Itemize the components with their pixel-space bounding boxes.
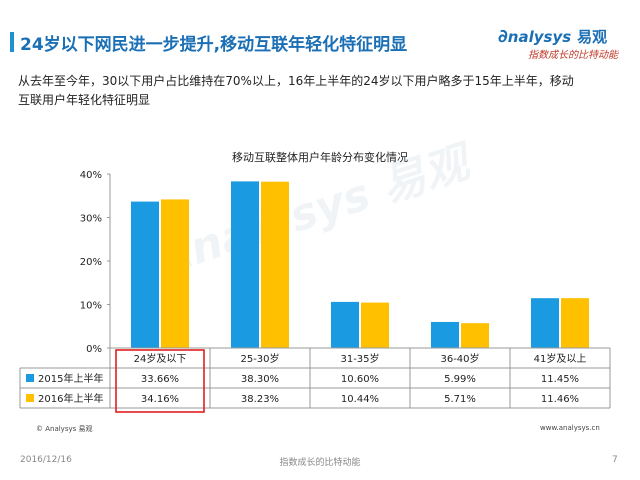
bar-2015 xyxy=(231,181,259,348)
bar-2015 xyxy=(431,321,459,348)
bar-2016 xyxy=(361,302,389,348)
y-tick-label: 10% xyxy=(80,301,102,312)
highlight-box xyxy=(115,349,205,413)
legend-label: 2016年上半年 xyxy=(38,392,103,405)
data-label: 34.16% xyxy=(141,394,179,405)
data-label: 33.66% xyxy=(141,374,179,385)
y-tick-label: 0% xyxy=(86,344,102,355)
bar-2016 xyxy=(261,181,289,348)
bar-2016 xyxy=(461,323,489,348)
page-number: 7 xyxy=(612,455,618,465)
x-tick-label: 36-40岁 xyxy=(440,352,479,365)
footer-date: 2016/12/16 xyxy=(20,455,72,465)
data-label: 10.60% xyxy=(341,374,379,385)
page-title: 24岁以下网民进一步提升,移动互联年轻化特征明显 xyxy=(20,35,408,55)
copyright-text: © Analysys 易观 xyxy=(36,425,93,433)
bar-2015 xyxy=(531,298,559,348)
analysys-logo: ∂nalysys 易观 指数成长的比特动能 xyxy=(498,26,628,66)
logo-slogan: 指数成长的比特动能 xyxy=(528,50,618,61)
bar-2015 xyxy=(331,301,359,348)
legend-label: 2015年上半年 xyxy=(38,372,103,385)
data-label: 5.71% xyxy=(444,394,476,405)
data-label: 11.46% xyxy=(541,394,579,405)
title-accent-bar xyxy=(10,32,14,52)
data-label: 10.44% xyxy=(341,394,379,405)
bar-2016 xyxy=(561,298,589,348)
legend-swatch-2015 xyxy=(26,374,34,382)
x-tick-label: 25-30岁 xyxy=(240,352,279,365)
y-tick-label: 40% xyxy=(80,170,102,181)
website-text: www.analysys.cn xyxy=(540,424,600,432)
x-tick-label: 41岁及以上 xyxy=(534,352,587,365)
footer-slogan: 指数成长的比特动能 xyxy=(279,458,361,468)
description-text: 从去年至今年，30以下用户占比维持在70%以上，16年上半年的24岁以下用户略多… xyxy=(18,74,574,107)
bar-2016 xyxy=(161,199,189,348)
data-label: 38.30% xyxy=(241,374,279,385)
legend-swatch-2016 xyxy=(26,394,34,402)
bar-2015 xyxy=(131,201,159,348)
logo-a-icon: ∂ xyxy=(498,26,508,47)
chart-title: 移动互联整体用户年龄分布变化情况 xyxy=(232,151,408,164)
logo-wordmark: ∂nalysys 易观 xyxy=(498,26,607,47)
data-label: 5.99% xyxy=(444,374,476,385)
data-label: 11.45% xyxy=(541,374,579,385)
x-tick-label: 31-35岁 xyxy=(340,352,379,365)
y-tick-label: 20% xyxy=(80,257,102,268)
logo-text: nalysys xyxy=(507,28,572,46)
data-label: 38.23% xyxy=(241,394,279,405)
x-tick-label: 24岁及以下 xyxy=(134,352,187,365)
y-tick-label: 30% xyxy=(80,214,102,225)
logo-cn: 易观 xyxy=(577,28,608,46)
